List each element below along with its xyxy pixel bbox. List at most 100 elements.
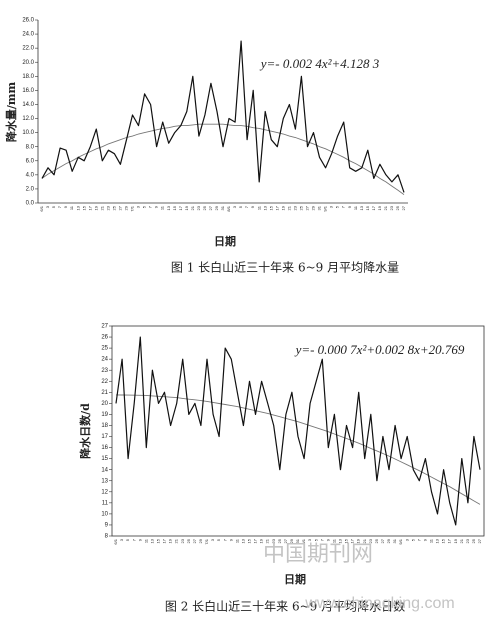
x-tick-label: 11 — [143, 538, 148, 543]
x-tick-label: 23 — [196, 205, 201, 210]
y-tick-label: 8 — [105, 534, 109, 540]
x-tick-label: 3 — [307, 538, 312, 541]
y-tick-label: 26.0 — [22, 18, 34, 24]
equation: y=- 0.000 7x²+0.002 8x+20.769 — [294, 342, 465, 357]
x-tick-label: 19 — [259, 538, 264, 543]
x-tick-label: 19 — [168, 538, 173, 543]
y-tick-label: 24 — [101, 357, 108, 363]
y-tick-label: 4.0 — [26, 172, 35, 178]
x-tick-label: 29 — [386, 538, 391, 543]
y-tick-label: 25 — [101, 346, 108, 352]
x-tick-label: 23 — [292, 205, 297, 210]
x-tick-label: 21 — [459, 538, 464, 543]
x-tick-label: 3 — [119, 538, 124, 541]
x-tick-label: 9 — [422, 538, 427, 541]
x-tick-label: 25 — [471, 538, 476, 543]
y-tick-label: 18.0 — [22, 74, 34, 80]
x-tick-label: 9/1 — [323, 205, 328, 211]
x-tick-label: 29 — [124, 205, 129, 210]
x-tick-label: 13 — [359, 205, 364, 210]
x-tick-label: 7 — [57, 205, 62, 208]
caption: 图 1 长白山近三十年来 6~9 月平均降水量 — [171, 260, 399, 275]
x-tick-label: 15 — [344, 538, 349, 543]
x-tick-label: 3 — [232, 205, 237, 208]
x-tick-label: 8/1 — [226, 205, 231, 211]
x-tick-label: 15 — [268, 205, 273, 210]
x-tick-label: 6/1 — [39, 205, 44, 211]
x-tick-label: 31 — [392, 538, 397, 543]
x-tick-label: 9 — [154, 205, 159, 208]
x-tick-label: 9 — [250, 205, 255, 208]
x-tick-label: 19 — [356, 538, 361, 543]
x-tick-label: 7 — [148, 205, 153, 208]
y-tick-label: 6.0 — [26, 158, 35, 164]
x-tick-label: 25 — [298, 205, 303, 210]
x-tick-label: 31 — [295, 538, 300, 543]
y-tick-label: 2.0 — [26, 187, 35, 193]
x-tick-label: 31 — [317, 205, 322, 210]
y-axis-label: 降水日数/d — [78, 403, 92, 459]
x-tick-label: 13 — [338, 538, 343, 543]
x-tick-label: 31 — [220, 205, 225, 210]
y-tick-label: 24.0 — [22, 32, 34, 38]
x-tick-label: 13 — [166, 205, 171, 210]
x-tick-label: 17 — [87, 205, 92, 210]
x-tick-label: 15 — [81, 205, 86, 210]
x-tick-label: 27 — [283, 538, 288, 543]
x-axis-label: 日期 — [284, 572, 306, 586]
x-tick-label: 15 — [247, 538, 252, 543]
x-tick-label: 19 — [280, 205, 285, 210]
x-tick-label: 13 — [149, 538, 154, 543]
trend-line — [41, 123, 405, 195]
x-tick-label: 23 — [105, 205, 110, 210]
x-tick-label: 7 — [341, 205, 346, 208]
x-tick-label: 27 — [192, 538, 197, 543]
y-tick-label: 8.0 — [26, 144, 35, 150]
y-tick-label: 18 — [101, 423, 108, 429]
y-tick-label: 12.0 — [22, 116, 34, 122]
y-tick-label: 14 — [101, 467, 108, 473]
x-tick-label: 5 — [142, 205, 147, 208]
x-tick-label: 9 — [325, 538, 330, 541]
x-tick-label: 15 — [365, 205, 370, 210]
x-tick-label: 9 — [228, 538, 233, 541]
x-tick-label: 27 — [117, 205, 122, 210]
y-tick-label: 15 — [101, 456, 108, 462]
x-tick-label: 11 — [160, 205, 165, 210]
y-tick-label: 9 — [105, 523, 109, 529]
x-tick-label: 23 — [271, 538, 276, 543]
y-tick-label: 20 — [101, 401, 108, 407]
x-tick-label: 27 — [401, 205, 406, 210]
plot-frame — [111, 325, 485, 537]
x-tick-label: 17 — [178, 205, 183, 210]
watermark-title: 中国期刊网 — [263, 542, 373, 567]
x-tick-label: 3 — [404, 538, 409, 541]
x-tick-label: 17 — [371, 205, 376, 210]
x-tick-label: 7/1 — [204, 538, 209, 544]
x-tick-label: 13 — [435, 538, 440, 543]
x-tick-label: 23 — [389, 205, 394, 210]
x-tick-label: 8/1 — [301, 538, 306, 544]
trend-line — [115, 394, 481, 505]
x-tick-label: 5 — [410, 538, 415, 541]
y-tick-label: 22.0 — [22, 46, 34, 52]
x-tick-label: 9 — [347, 205, 352, 208]
x-tick-label: 25 — [277, 538, 282, 543]
x-tick-label: 11 — [353, 205, 358, 210]
y-tick-label: 26 — [101, 335, 108, 341]
y-tick-label: 13 — [101, 478, 108, 484]
data-line — [41, 40, 405, 193]
y-tick-label: 27 — [101, 324, 108, 330]
y-tick-label: 12 — [101, 489, 108, 495]
y-tick-label: 21 — [101, 390, 108, 396]
x-tick-label: 27 — [305, 205, 310, 210]
x-tick-label: 29 — [214, 205, 219, 210]
x-tick-label: 15 — [172, 205, 177, 210]
x-tick-label: 23 — [180, 538, 185, 543]
x-tick-label: 29 — [289, 538, 294, 543]
x-tick-label: 9/1 — [398, 538, 403, 544]
y-tick-label: 23 — [101, 368, 108, 374]
x-tick-label: 19 — [453, 538, 458, 543]
x-tick-label: 29 — [198, 538, 203, 543]
x-tick-label: 27 — [380, 538, 385, 543]
